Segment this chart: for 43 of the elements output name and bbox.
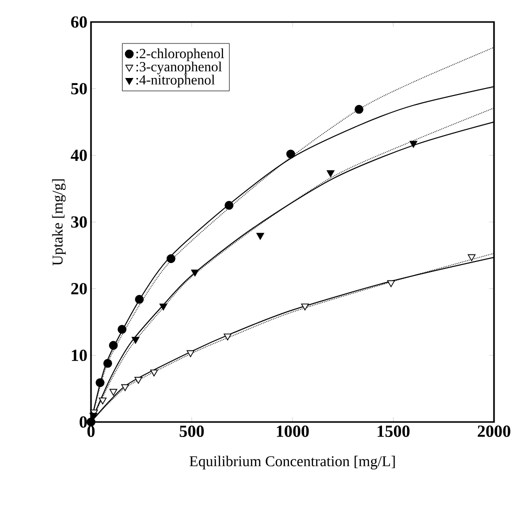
y-tick-label: 60 [71, 16, 87, 28]
point [121, 384, 129, 392]
point [159, 304, 168, 310]
point [118, 324, 126, 334]
x-tick-label: 2000 [478, 426, 510, 437]
point [103, 358, 112, 368]
point [98, 398, 107, 404]
point [108, 340, 118, 350]
point [110, 388, 118, 396]
point [96, 378, 104, 388]
point [166, 254, 176, 264]
point [134, 294, 144, 304]
point [286, 150, 296, 158]
point [191, 270, 199, 276]
y-tick-label: 20 [71, 282, 87, 294]
point [326, 170, 334, 178]
point [224, 200, 234, 210]
x-tick-label: 1500 [378, 426, 410, 437]
point [186, 350, 194, 358]
point [387, 280, 395, 288]
y-tick-label: 40 [70, 150, 87, 162]
point [132, 336, 140, 344]
x-tick-label: 500 [180, 426, 204, 437]
point [256, 232, 264, 240]
point [134, 376, 142, 384]
point [468, 254, 476, 262]
point [301, 304, 309, 310]
y-tick-label: 0 [80, 416, 87, 428]
y-tick-label: 50 [71, 82, 87, 94]
point [354, 104, 364, 114]
x-tick-label: 0 [87, 426, 95, 437]
point [90, 412, 98, 420]
legend-label: :4-nitrophenol [136, 74, 215, 88]
y-axis-title: Uptake [mg/g] [52, 179, 66, 266]
x-axis-title: Equilibrium Concentration [mg/L] [190, 456, 395, 470]
x-tick-label: 1000 [276, 426, 309, 437]
legend-label: :2-chlorophenol [136, 48, 224, 62]
y-tick-label: 30 [71, 216, 87, 228]
point [410, 140, 418, 148]
point [150, 370, 158, 376]
y-tick-label: 10 [72, 350, 87, 362]
legend-label: :3-cyanophenol [136, 62, 222, 74]
point [224, 334, 232, 340]
